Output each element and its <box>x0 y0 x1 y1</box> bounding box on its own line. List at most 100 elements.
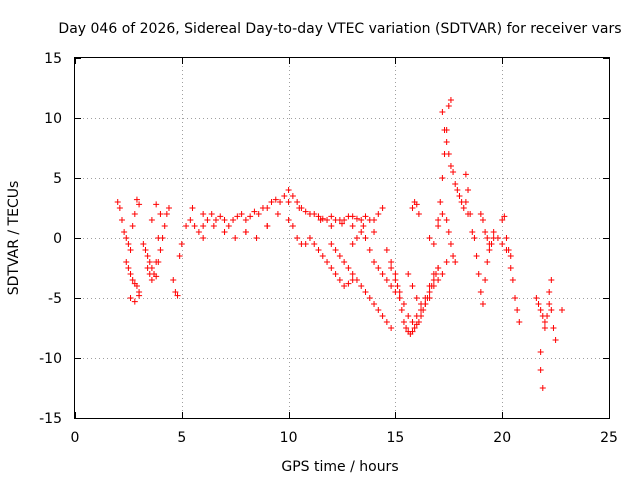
data-point <box>443 259 450 265</box>
x-axis-label: GPS time / hours <box>281 459 398 475</box>
data-point <box>178 241 185 247</box>
data-point <box>317 217 324 223</box>
y-tick-label: -10 <box>39 351 62 367</box>
data-point <box>165 205 172 211</box>
data-point <box>403 325 410 331</box>
data-point <box>467 211 474 217</box>
data-point <box>447 163 454 169</box>
data-point <box>336 253 343 259</box>
data-point <box>439 271 446 277</box>
data-point <box>482 229 489 235</box>
data-point <box>253 235 260 241</box>
data-point <box>450 253 457 259</box>
y-tick-label: 5 <box>53 171 62 187</box>
data-point <box>544 313 551 319</box>
data-point <box>289 223 296 229</box>
data-point <box>371 229 378 235</box>
data-point <box>413 201 420 208</box>
data-point <box>486 247 493 253</box>
data-point <box>289 193 296 199</box>
data-point <box>148 277 155 283</box>
data-point <box>371 301 378 307</box>
data-point <box>183 223 190 229</box>
data-point <box>153 201 160 208</box>
data-point <box>435 217 442 223</box>
data-point <box>465 187 472 193</box>
data-point <box>379 313 386 319</box>
data-point <box>439 109 446 115</box>
data-point <box>460 205 467 211</box>
data-point <box>328 213 335 220</box>
data-point <box>212 217 219 223</box>
data-point <box>539 385 546 391</box>
data-point <box>388 325 395 331</box>
data-point <box>353 277 360 283</box>
data-point <box>174 292 181 299</box>
data-point <box>514 307 521 313</box>
data-point <box>462 199 469 205</box>
data-point <box>200 235 207 241</box>
data-point <box>362 235 369 241</box>
data-point <box>375 211 382 217</box>
data-point <box>418 307 425 313</box>
data-point <box>187 217 194 223</box>
data-point <box>379 205 386 211</box>
data-point <box>435 265 442 271</box>
data-point <box>144 265 151 271</box>
data-point <box>484 259 491 265</box>
data-point <box>140 241 147 247</box>
data-point <box>221 229 228 235</box>
data-point <box>503 247 510 253</box>
data-point <box>537 367 544 373</box>
x-tick-label: 15 <box>386 430 404 446</box>
data-point <box>426 283 433 289</box>
data-point <box>349 223 356 229</box>
data-point <box>221 217 228 223</box>
data-point <box>548 307 555 313</box>
data-point <box>129 223 136 229</box>
data-point <box>157 211 164 217</box>
data-point <box>398 307 405 313</box>
data-point <box>118 217 125 223</box>
data-point <box>281 193 288 199</box>
data-point <box>392 271 399 277</box>
data-point <box>225 223 232 229</box>
data-point <box>388 259 395 265</box>
data-point <box>341 259 348 265</box>
data-point <box>409 319 416 325</box>
data-point <box>127 271 134 277</box>
data-point <box>462 171 469 178</box>
data-point <box>217 213 224 220</box>
data-point <box>426 289 433 295</box>
chart-title: Day 046 of 2026, Sidereal Day-to-day VTE… <box>58 21 621 37</box>
data-point <box>537 307 544 313</box>
y-tick-label: 10 <box>44 111 62 127</box>
y-tick-label: 0 <box>53 231 62 247</box>
data-point <box>306 235 313 241</box>
data-point <box>345 280 352 287</box>
data-point <box>328 265 335 271</box>
data-point <box>349 213 356 220</box>
data-point <box>324 217 331 223</box>
data-point <box>435 223 442 229</box>
data-point <box>136 292 143 299</box>
data-point <box>394 283 401 289</box>
data-point <box>383 247 390 253</box>
data-point <box>315 247 322 253</box>
data-point <box>345 265 352 271</box>
data-point <box>452 181 459 187</box>
data-point <box>450 169 457 175</box>
data-point <box>151 271 158 277</box>
data-point <box>541 325 548 331</box>
data-point <box>430 271 437 277</box>
grid-lines <box>75 58 609 418</box>
data-point <box>494 235 501 241</box>
data-point <box>447 241 454 247</box>
data-point <box>548 277 555 283</box>
data-point <box>484 235 491 241</box>
data-point <box>311 241 318 247</box>
data-points <box>114 97 566 391</box>
data-point <box>437 199 444 205</box>
x-tick-label: 20 <box>493 430 511 446</box>
data-point <box>315 213 322 220</box>
